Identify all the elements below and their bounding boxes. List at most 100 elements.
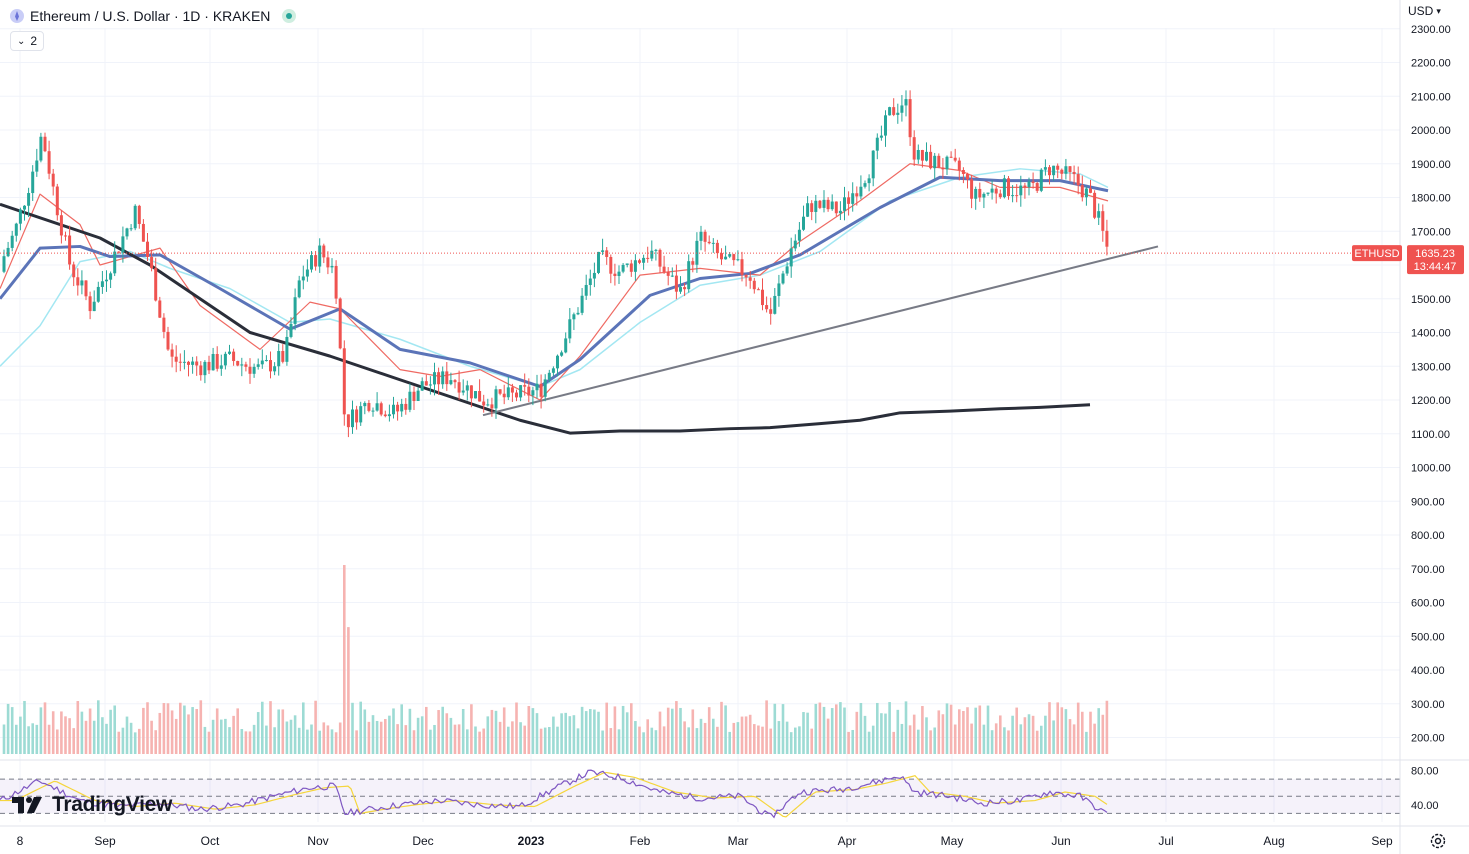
volume-bar <box>191 707 194 754</box>
candle-body <box>92 301 96 312</box>
volume-bar <box>863 715 867 754</box>
volume-bar <box>15 724 18 754</box>
candle-body <box>576 312 580 315</box>
volume-bar <box>1048 702 1051 754</box>
time-tick-label: 2023 <box>518 834 545 848</box>
volume-bar <box>818 702 822 754</box>
candle-body <box>592 272 596 279</box>
volume-bar <box>228 727 231 754</box>
candle-body <box>482 401 486 406</box>
volume-bar <box>482 728 485 754</box>
volume-bar <box>597 711 600 754</box>
candle-body <box>986 192 990 194</box>
candle-body <box>761 289 764 306</box>
volume-bar <box>855 711 859 754</box>
price-tick-label: 400.00 <box>1411 665 1445 677</box>
volume-bar <box>564 712 567 754</box>
volume-bar <box>1040 725 1043 754</box>
time-tick-label: Nov <box>307 834 328 848</box>
volume-bar <box>252 724 256 754</box>
candle-body <box>715 242 719 254</box>
time-axis: 8 Sep Oct Nov Dec 2023 Feb Mar Apr May Jun Jul Aug Se… <box>0 825 1469 848</box>
candle-body <box>1039 169 1043 191</box>
candle-body <box>920 150 924 161</box>
volume-bar <box>51 711 55 754</box>
volume-bar <box>437 710 440 754</box>
volume-bar <box>953 724 957 754</box>
candle-body <box>859 186 863 197</box>
volume-bar <box>556 726 559 754</box>
volume-bar <box>826 718 830 754</box>
volume-bar <box>810 728 813 754</box>
price-tick-label: 1700.00 <box>1411 226 1451 238</box>
volume-bar <box>211 719 215 754</box>
candle-body <box>510 387 514 393</box>
volume-bar <box>2 724 6 754</box>
candle-body <box>908 99 912 138</box>
candle-body <box>269 360 272 372</box>
candle-body <box>879 135 883 138</box>
price-tick-label: 700.00 <box>1411 564 1445 576</box>
volume-bar <box>806 712 809 754</box>
candle-body <box>330 265 334 268</box>
price-tick-label: 1000.00 <box>1411 463 1451 475</box>
candle-body <box>974 188 978 199</box>
volume-bar <box>974 707 977 754</box>
indicators-toggle-button[interactable]: ⌄ 2 <box>10 31 45 51</box>
price-tick-label: 1200.00 <box>1411 395 1451 407</box>
volume-bar <box>396 724 399 754</box>
candle-body <box>318 245 322 267</box>
candle-body <box>728 254 732 257</box>
time-tick-label: Feb <box>630 834 651 848</box>
volume-bar <box>732 722 736 754</box>
currency-select[interactable]: USD ▾ <box>1408 4 1441 18</box>
countdown-value: 13:44:47 <box>1414 261 1457 273</box>
candle-body <box>1089 188 1092 193</box>
candle-body <box>851 193 855 204</box>
volume-bar <box>642 732 645 754</box>
tradingview-logo[interactable]: TradingView <box>12 793 172 817</box>
candle-body <box>14 223 18 236</box>
candle-body <box>240 364 244 366</box>
volume-bar <box>941 714 945 754</box>
candle-body <box>638 260 641 263</box>
volume-bar <box>814 703 818 754</box>
volume-bar <box>23 700 26 754</box>
volume-bar <box>1072 724 1076 754</box>
candle-body <box>428 384 432 386</box>
settings-gear-icon[interactable] <box>1429 832 1447 850</box>
volume-bar <box>646 719 649 754</box>
volume-bar <box>129 722 133 754</box>
candle-body <box>121 236 125 253</box>
logo-text: TradingView <box>52 793 173 816</box>
candle-body <box>654 249 658 251</box>
candle-body <box>810 203 814 212</box>
candle-body <box>256 364 260 367</box>
volume-bar <box>203 726 207 754</box>
volume-bar <box>273 727 276 754</box>
candle-body <box>351 409 354 428</box>
candle-body <box>830 201 834 210</box>
time-tick-label: Jul <box>1158 834 1173 848</box>
candle-body <box>408 391 412 410</box>
volume-bars <box>2 565 1109 754</box>
volume-bar <box>724 705 727 754</box>
candle-body <box>219 365 223 369</box>
market-status-icon <box>282 9 297 23</box>
candle-body <box>187 361 190 365</box>
candle-body <box>703 231 707 242</box>
volume-bar <box>183 705 186 754</box>
volume-bar <box>945 703 949 754</box>
volume-bar <box>154 730 157 754</box>
candle-body <box>617 271 621 277</box>
volume-bar <box>609 728 613 754</box>
volume-bar <box>363 709 367 754</box>
price-tick-label: 1400.00 <box>1411 328 1451 340</box>
symbol-header[interactable]: Ethereum / U.S. Dollar · 1D · KRAKEN <box>10 6 297 26</box>
caret-down-icon: ▾ <box>1436 5 1441 16</box>
volume-bar <box>146 702 149 754</box>
volume-bar <box>560 713 563 754</box>
candle-body <box>900 105 904 113</box>
candle-body <box>797 229 801 241</box>
